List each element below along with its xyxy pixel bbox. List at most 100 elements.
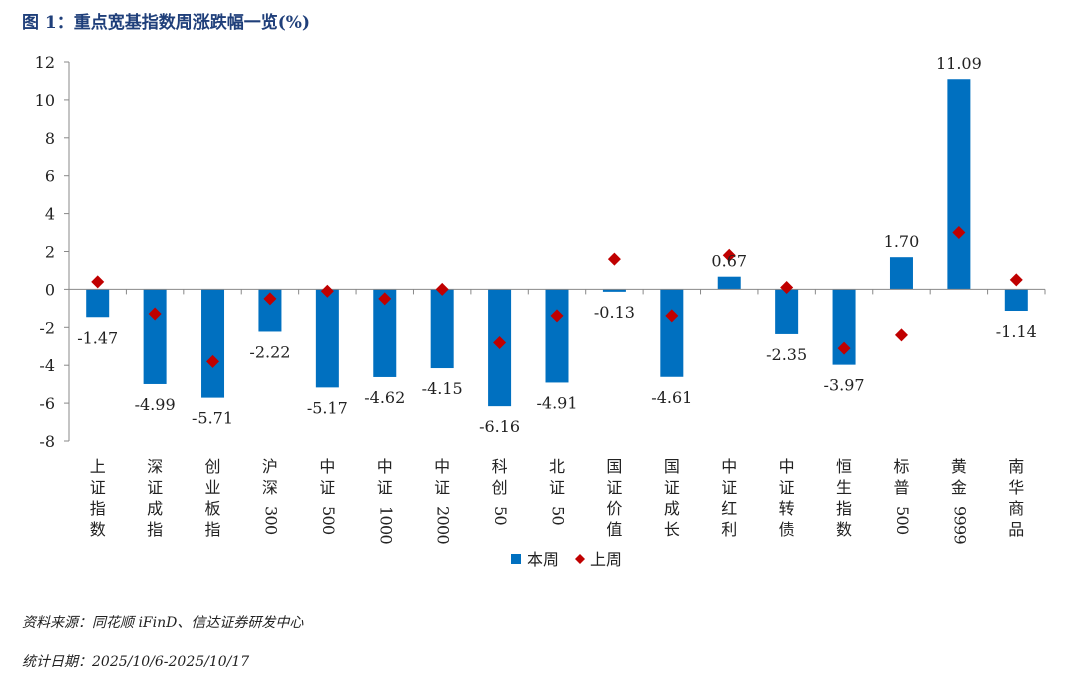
category-char: 0 — [376, 516, 395, 526]
category-char: 证 — [606, 478, 622, 497]
category-char: 指 — [205, 520, 221, 539]
category-char: 指 — [147, 520, 163, 539]
category-char: 证 — [664, 478, 680, 497]
category-char: 中 — [721, 457, 737, 476]
legend-marker-swatch — [575, 554, 585, 564]
figure-title: 图 1：重点宽基指数周涨跌幅一览(%) — [22, 13, 310, 33]
category-char: 证 — [319, 478, 335, 497]
category-char: 债 — [779, 520, 795, 539]
category-char: 0 — [376, 535, 395, 545]
source-note: 资料来源：同花顺 iFinD、信达证券研发中心 — [22, 615, 304, 631]
category-char: 中 — [377, 457, 393, 476]
category-char: 深 — [147, 457, 163, 476]
category-char: 5 — [893, 506, 912, 516]
bar-5 — [373, 289, 397, 377]
category-char: 生 — [836, 478, 852, 497]
y-tick-label: -4 — [39, 356, 55, 375]
category-char: 北 — [549, 457, 565, 476]
category-char: 指 — [836, 499, 852, 518]
category-char: 红 — [721, 499, 737, 518]
marker-3 — [263, 292, 277, 306]
category-char: 标 — [893, 457, 909, 476]
data-label-12: -2.35 — [766, 345, 807, 364]
marker-0 — [91, 275, 105, 289]
category-char: 证 — [90, 478, 106, 497]
category-char: 9 — [950, 535, 969, 545]
category-char: 证 — [549, 478, 565, 497]
category-char: 业 — [205, 478, 221, 497]
category-char: 0 — [893, 525, 912, 535]
category-char: 9 — [950, 506, 969, 516]
legend-label-this-week: 本周 — [527, 550, 559, 569]
category-char: 证 — [434, 478, 450, 497]
x-axis — [68, 288, 1046, 295]
category-char: 普 — [893, 478, 909, 497]
bar-3 — [258, 289, 282, 332]
marker-4 — [320, 284, 334, 298]
markers-group — [91, 226, 1023, 368]
category-char: 沪 — [262, 457, 278, 476]
category-char: 中 — [779, 457, 795, 476]
data-label-8: -4.91 — [536, 393, 577, 412]
category-char: 华 — [1008, 478, 1024, 497]
data-label-5: -4.62 — [364, 388, 405, 407]
data-label-6: -4.15 — [422, 379, 463, 398]
y-tick-label: 10 — [35, 91, 55, 110]
data-label-13: -3.97 — [824, 376, 865, 395]
data-label-11: 0.67 — [711, 252, 747, 271]
category-char: 证 — [779, 478, 795, 497]
data-label-2: -5.71 — [192, 409, 233, 428]
bar-14 — [889, 257, 913, 290]
category-char: 证 — [147, 478, 163, 497]
marker-2 — [206, 354, 220, 368]
category-char: 价 — [606, 499, 622, 518]
marker-14 — [894, 328, 908, 342]
y-axis: 12 10 8 6 4 2 0 -2 -4 -6 -8 — [35, 53, 70, 451]
category-char: 创 — [492, 478, 508, 497]
category-char: 成 — [147, 499, 163, 518]
bar-12 — [775, 289, 799, 334]
legend-label-last-week: 上周 — [590, 550, 622, 569]
category-char: 证 — [721, 478, 737, 497]
category-char: 3 — [261, 506, 280, 516]
bar-10 — [660, 289, 684, 377]
data-label-9: -0.13 — [594, 303, 635, 322]
category-char: 0 — [376, 525, 395, 535]
data-label-15: 11.09 — [936, 54, 982, 73]
category-char: 恒 — [836, 457, 852, 476]
marker-1 — [148, 307, 162, 321]
date-note: 统计日期：2025/10/6-2025/10/17 — [22, 654, 250, 670]
category-char: 0 — [319, 525, 338, 535]
marker-9 — [607, 252, 621, 266]
category-char: 0 — [261, 525, 280, 535]
bar-11 — [717, 276, 741, 290]
category-char: 证 — [377, 478, 393, 497]
bar-15 — [947, 79, 971, 290]
category-char: 5 — [491, 506, 510, 516]
y-tick-label: -8 — [39, 432, 55, 451]
category-char: 5 — [319, 506, 338, 516]
category-char: 转 — [779, 499, 795, 518]
marker-6 — [435, 282, 449, 296]
category-char: 黄 — [951, 457, 967, 476]
bar-1 — [143, 289, 167, 384]
category-char: 品 — [1008, 520, 1024, 539]
category-char: 板 — [205, 499, 221, 518]
category-char: 成 — [664, 499, 680, 518]
marker-11 — [722, 248, 736, 262]
category-char: 9 — [950, 525, 969, 535]
category-labels: 上证指数深证成指创业板指沪深300中证500中证1000中证2000科创50北证… — [90, 457, 1025, 545]
category-char: 0 — [434, 516, 453, 526]
category-char: 商 — [1008, 499, 1024, 518]
